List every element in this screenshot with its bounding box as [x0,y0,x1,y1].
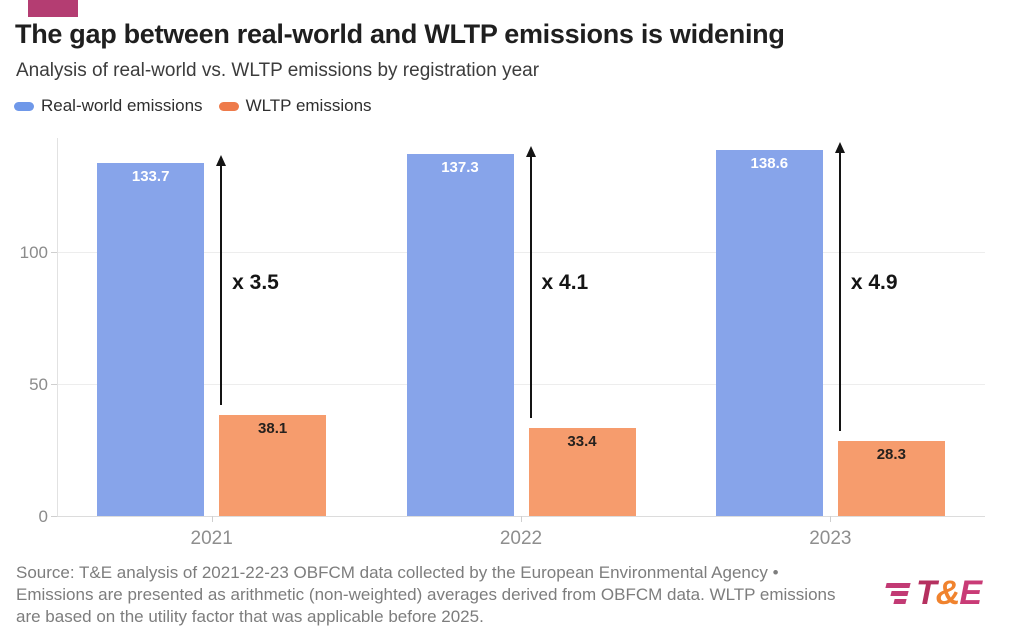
brand-accent-square [28,0,78,17]
wltp-swatch-icon [218,101,239,111]
bar-wltp-2022 [528,427,636,516]
gap-arrow-line-2023 [838,151,841,432]
source-line: are based on the utility factor that was… [16,607,484,626]
legend-item-real-world: Real-world emissions [14,96,203,116]
gap-arrow-head-2022 [525,145,536,157]
bar-wltp-2023 [837,441,945,516]
legend-label-wltp: WLTP emissions [245,96,372,115]
x-axis-tick-2021 [211,516,213,522]
y-axis-label-100: 100 [19,243,48,262]
chart-title: The gap between real-world and WLTP emis… [15,19,785,49]
gridline-100 [57,252,985,253]
bar-real-world-2023 [715,150,823,516]
gap-arrow-line-2022 [529,154,532,418]
speed-lines-icon [881,583,911,604]
gridline-50 [57,384,985,385]
logo-letter-t: T [916,574,937,612]
gap-multiplier-2023: x 4.9 [850,271,898,294]
source-line: Source: T&E analysis of 2021-22-23 OBFCM… [16,563,779,582]
gap-multiplier-2021: x 3.5 [232,271,279,294]
bar-value-real-world-2023: 138.6 [750,155,789,173]
bar-value-wltp-2021: 38.1 [258,420,288,438]
te-logo-text: T&E [916,574,982,613]
bar-value-wltp-2023: 28.3 [876,446,906,464]
chart-subtitle: Analysis of real-world vs. WLTP emission… [16,60,540,81]
bar-real-world-2022 [406,153,514,516]
y-axis-tick [51,516,57,517]
x-axis-label-2021: 2021 [190,528,233,549]
gap-arrow-line-2021 [220,164,223,406]
bar-real-world-2021 [97,163,205,516]
legend-item-wltp: WLTP emissions [218,96,372,116]
y-axis-label-0: 0 [38,507,48,526]
y-axis-tick [51,252,57,253]
x-axis-tick-2023 [830,516,832,522]
y-axis-line [57,138,58,516]
logo-ampersand: & [935,574,961,612]
bar-wltp-2021 [219,415,327,516]
logo-letter-e: E [959,574,982,612]
te-logo: T&E [881,574,982,613]
bar-value-real-world-2022: 137.3 [441,158,479,176]
y-axis-label-50: 50 [29,375,48,394]
x-axis-label-2023: 2023 [809,528,852,549]
x-axis-tick-2022 [521,516,522,522]
legend: Real-world emissions WLTP emissions [14,96,372,116]
gap-arrow-head-2021 [216,155,227,167]
bar-value-wltp-2022: 33.4 [567,432,597,450]
legend-label-real-world: Real-world emissions [41,96,203,115]
x-axis-label-2022: 2022 [499,528,543,549]
gap-arrow-head-2023 [834,142,845,154]
source-note: Source: T&E analysis of 2021-22-23 OBFCM… [16,562,835,628]
gap-multiplier-2022: x 4.1 [541,271,589,294]
y-axis-tick [51,384,57,385]
bar-value-real-world-2021: 133.7 [131,168,170,186]
real-world-swatch-icon [14,101,34,111]
source-line: Emissions are presented as arithmetic (n… [16,585,836,604]
